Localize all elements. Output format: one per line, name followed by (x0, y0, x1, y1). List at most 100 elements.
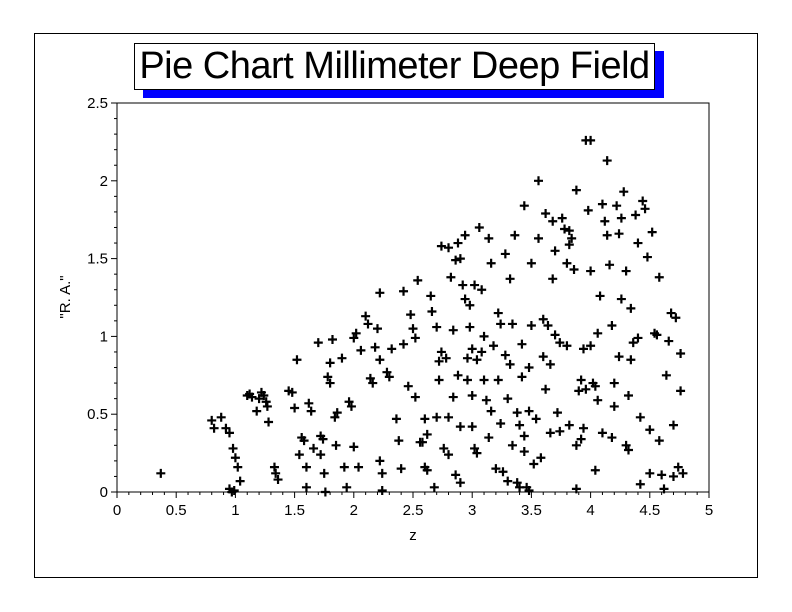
data-point (578, 423, 588, 433)
data-point (507, 440, 517, 450)
data-point (505, 274, 515, 284)
data-point (503, 394, 513, 404)
data-point (403, 381, 413, 391)
data-point (462, 375, 472, 385)
data-point (515, 420, 525, 430)
y-axis-label: "R. A." (57, 275, 74, 318)
data-point (555, 426, 565, 436)
data-point (564, 226, 574, 236)
x-tick-label: 2 (350, 502, 358, 519)
data-point (638, 196, 648, 206)
data-point (292, 355, 302, 365)
data-point (671, 313, 681, 323)
data-point (602, 156, 612, 166)
data-point (545, 428, 555, 438)
data-point (354, 462, 364, 472)
data-point (344, 397, 354, 407)
chart-title: Pie Chart Millimeter Deep Field (139, 45, 650, 87)
data-point (441, 353, 451, 363)
data-point (486, 258, 496, 268)
data-point (269, 462, 279, 472)
data-point (640, 204, 650, 214)
data-point (332, 408, 342, 418)
data-point (593, 395, 603, 405)
data-point (586, 341, 596, 351)
y-tick-label: 0.5 (87, 406, 108, 423)
data-point (252, 406, 262, 416)
data-point (465, 322, 475, 332)
data-point (363, 319, 373, 329)
data-point (666, 308, 676, 318)
data-point (543, 321, 553, 331)
data-point (534, 176, 544, 186)
data-point (451, 470, 461, 480)
data-point (595, 291, 605, 301)
data-point (654, 436, 664, 446)
data-point (567, 233, 577, 243)
data-point (557, 213, 567, 223)
data-point (657, 470, 667, 480)
data-point (313, 338, 323, 348)
data-point (586, 135, 596, 145)
chart-frame (34, 33, 758, 578)
data-point (619, 187, 629, 197)
data-point (370, 342, 380, 352)
data-point (453, 238, 463, 248)
data-point (319, 468, 329, 478)
data-point (221, 423, 231, 433)
data-point (273, 475, 283, 485)
data-point (548, 274, 558, 284)
data-point (320, 487, 330, 497)
data-point (541, 208, 551, 218)
data-point (493, 308, 503, 318)
data-point (467, 391, 477, 401)
data-point (661, 370, 671, 380)
data-point (377, 468, 387, 478)
data-point (410, 392, 420, 402)
data-point (375, 456, 385, 466)
x-axis-label: z (409, 527, 417, 544)
data-point (602, 230, 612, 240)
data-point (668, 471, 678, 481)
data-point (536, 453, 546, 463)
data-point (676, 349, 686, 359)
data-point (387, 344, 397, 354)
data-point (576, 375, 586, 385)
data-point (432, 322, 442, 332)
data-point (668, 420, 678, 430)
data-point (652, 330, 662, 340)
x-tick-label: 2.5 (403, 502, 424, 519)
data-point (621, 440, 631, 450)
data-point (597, 199, 607, 209)
data-point (394, 436, 404, 446)
data-point (399, 286, 409, 296)
data-point (230, 453, 240, 463)
data-point (287, 387, 297, 397)
data-point (422, 429, 432, 439)
data-point (491, 464, 501, 474)
data-point (455, 422, 465, 432)
chart-title-box: Pie Chart Millimeter Deep Field (134, 43, 655, 90)
data-point (510, 230, 520, 240)
data-point (538, 352, 548, 362)
data-point (271, 468, 281, 478)
data-point (247, 392, 257, 402)
x-tick-label: 3 (468, 502, 476, 519)
data-point (481, 395, 491, 405)
data-point (254, 394, 264, 404)
data-point (318, 434, 328, 444)
data-point (446, 272, 456, 282)
data-point (609, 378, 619, 388)
data-point (444, 412, 454, 422)
data-point (583, 205, 593, 215)
data-point (346, 401, 356, 411)
data-point (631, 210, 641, 220)
data-point (512, 478, 522, 488)
y-tick-label: 0 (100, 484, 108, 501)
data-point (309, 443, 319, 453)
data-point (413, 275, 423, 285)
data-point (420, 414, 430, 424)
data-point (645, 425, 655, 435)
data-point (259, 391, 269, 401)
data-point (444, 450, 454, 460)
